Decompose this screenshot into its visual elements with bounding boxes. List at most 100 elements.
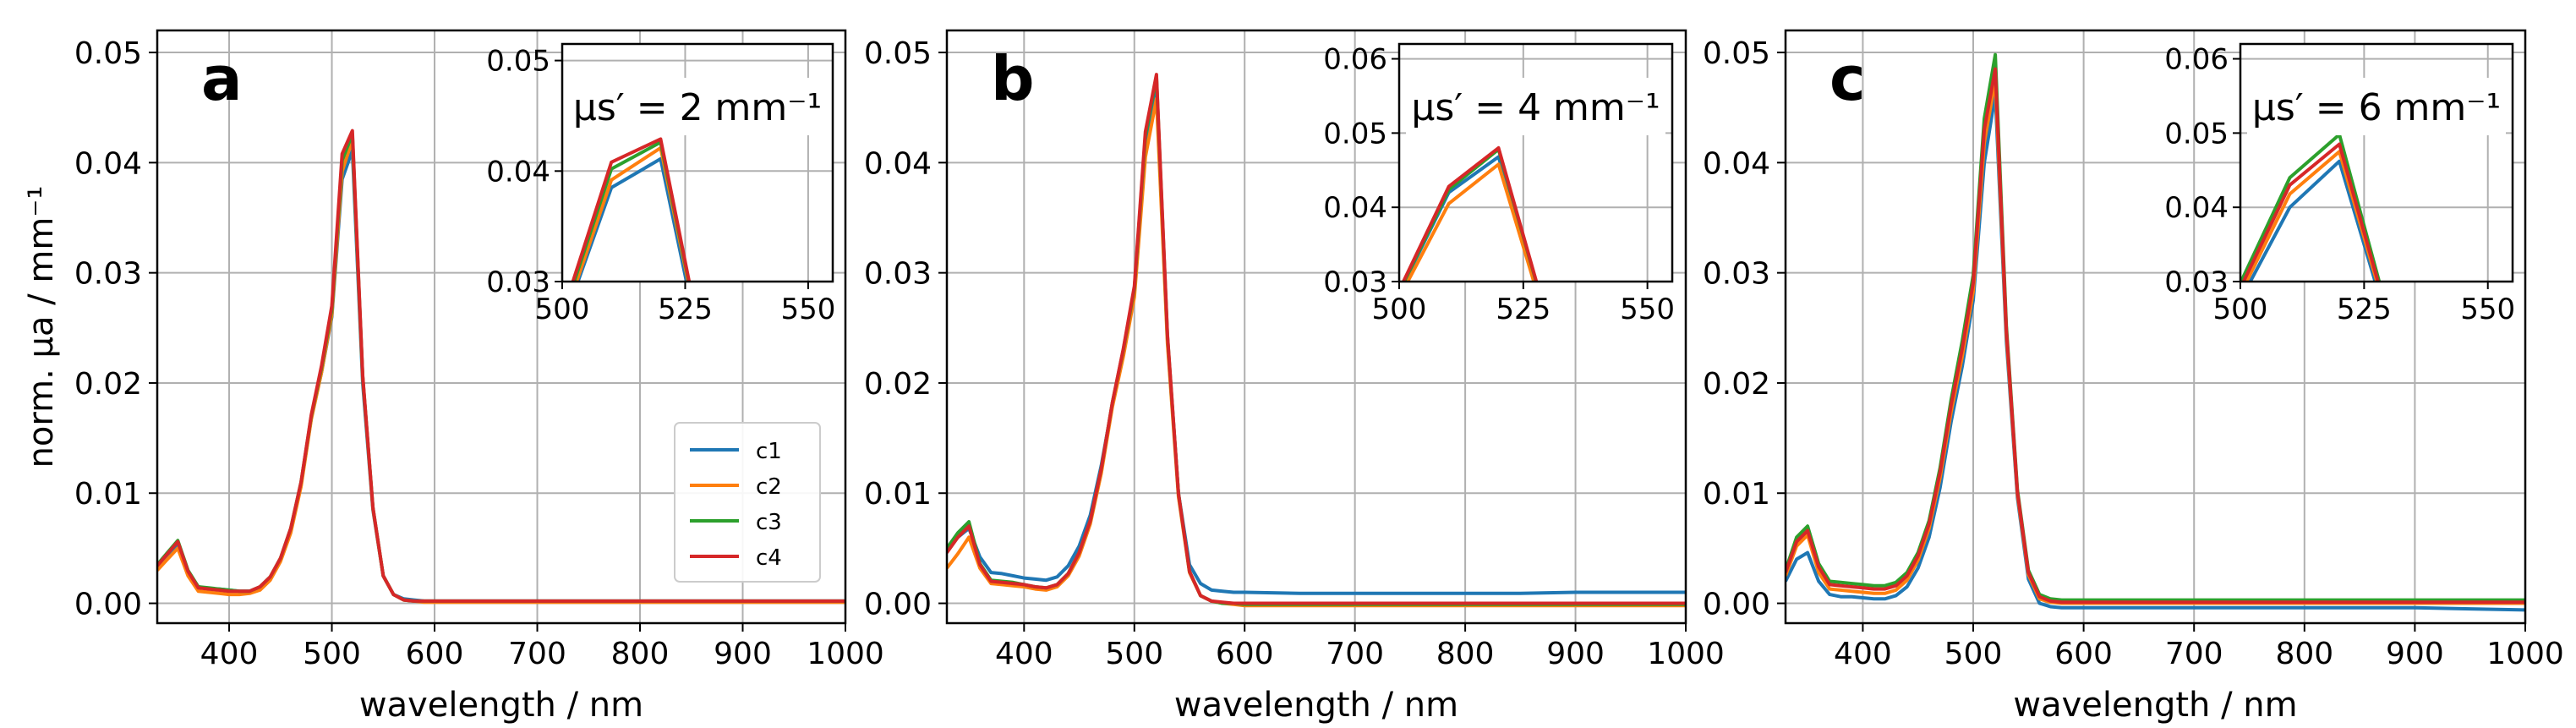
x-tick-label: 500	[1944, 637, 2003, 671]
inset-x-tick-label: 550	[2460, 293, 2515, 326]
y-tick-label: 0.04	[864, 146, 932, 181]
inset-y-tick-label: 0.06	[2164, 43, 2229, 77]
inset-series-line-c2	[574, 145, 690, 282]
inset-series-line-c3	[2240, 133, 2382, 282]
inset-series-line-c1	[2248, 159, 2377, 282]
panel-letter: a	[201, 43, 243, 114]
y-tick-label: 0.01	[74, 477, 142, 512]
legend-entry-c2: c2	[756, 474, 782, 500]
legend: c1 c2 c3 c4	[674, 422, 821, 583]
inset-y-tick-label: 0.05	[1323, 117, 1387, 151]
y-tick-label: 0.00	[864, 588, 932, 622]
x-tick-label: 800	[2275, 637, 2333, 671]
legend-entry-c4: c4	[756, 545, 782, 571]
inset-chart: 500 525 550 0.03 0.04 0.05 0.06 μs′ = 6 mm⁻¹	[2164, 42, 2515, 326]
inset-series-group	[571, 137, 692, 282]
legend-entry-c3: c3	[756, 510, 782, 535]
inset-y-tick-label: 0.03	[2164, 265, 2229, 299]
series-line-c4	[1786, 67, 2525, 605]
x-tick-label: 500	[303, 637, 361, 671]
y-tick-label: 0.05	[864, 36, 932, 71]
y-tick-label: 0.01	[1703, 477, 1770, 512]
inset-scattering-label: μs′ = 6 mm⁻¹	[2252, 86, 2501, 129]
inset-x-tick-label: 500	[1372, 293, 1427, 326]
x-tick-label: 400	[200, 637, 259, 671]
axes-frame	[945, 29, 1687, 625]
x-tick-label: 800	[611, 637, 670, 671]
inset-x-tick-label: 500	[2213, 293, 2268, 326]
inset-scattering-label: μs′ = 4 mm⁻¹	[1411, 86, 1660, 129]
y-tick-label: 0.03	[864, 257, 932, 292]
x-tick-label: 700	[508, 637, 566, 671]
y-tick-label: 0.05	[1703, 36, 1770, 71]
y-tick-label: 0.04	[1703, 146, 1770, 181]
inset-scattering-label: μs′ = 2 mm⁻¹	[573, 86, 822, 129]
inset-y-tick-label: 0.04	[1323, 191, 1387, 225]
inset-chart: 500 525 550 0.03 0.04 0.05 0.06 μs′ = 4 mm⁻¹	[1323, 42, 1675, 326]
inset-y-tick-label: 0.06	[1323, 43, 1387, 77]
inset-y-tick-label: 0.03	[486, 265, 550, 299]
series-line-c4	[947, 73, 1686, 605]
x-tick-label: 1000	[2486, 637, 2564, 671]
y-tick-label: 0.02	[864, 367, 932, 402]
y-axis-label: norm. μa / mm⁻¹	[22, 186, 61, 468]
legend-box	[674, 422, 821, 583]
inset-y-tick-label: 0.04	[2164, 191, 2229, 225]
y-tick-label: 0.00	[74, 588, 142, 622]
x-tick-label: 700	[1326, 637, 1384, 671]
inset-label-background	[1406, 78, 1665, 135]
y-tick-label: 0.05	[74, 36, 142, 71]
x-tick-label: 600	[406, 637, 464, 671]
panel-c: 400 500 600 700 800 900 1000 0.00 0.01 0.02 0.03 0.…	[1703, 29, 2564, 725]
axes-frame	[156, 29, 847, 625]
inset-y-tick-label: 0.04	[486, 155, 550, 189]
inset-series-line-c1	[576, 156, 689, 282]
y-tick-label: 0.01	[864, 477, 932, 512]
axes-frame	[1784, 29, 2527, 625]
inset-x-tick-label: 525	[658, 293, 713, 326]
y-tick-label: 0.02	[74, 367, 142, 402]
series-line-c4	[157, 129, 845, 603]
x-tick-label: 700	[2165, 637, 2223, 671]
panel-b: 400 500 600 700 800 900 1000 0.00 0.01 0.02 0.03 0.…	[864, 29, 1725, 725]
panel-letter: c	[1829, 43, 1866, 114]
panel-letter: b	[991, 43, 1035, 114]
series-group	[947, 73, 1686, 608]
inset-y-tick-label: 0.05	[2164, 117, 2229, 151]
inset-series-line-c2	[1405, 162, 1536, 282]
y-tick-label: 0.00	[1703, 588, 1770, 622]
inset-x-tick-label: 525	[2337, 293, 2392, 326]
x-tick-label: 600	[2054, 637, 2113, 671]
panel-a: 400 500 600 700 800 900 1000 0.00 0.01 0.02 0.03 0.…	[22, 29, 884, 725]
x-tick-label: 1000	[807, 637, 884, 671]
inset-series-group	[1401, 145, 1539, 282]
inset-x-tick-label: 550	[1620, 293, 1675, 326]
inset-frame	[2239, 42, 2514, 283]
x-axis-label: wavelength / nm	[2013, 686, 2297, 725]
x-tick-label: 900	[714, 637, 772, 671]
inset-series-group	[2240, 133, 2382, 282]
legend-entry-c1: c1	[756, 439, 782, 464]
series-group	[157, 129, 845, 605]
y-tick-label: 0.03	[1703, 257, 1770, 292]
x-tick-label: 400	[995, 637, 1053, 671]
x-tick-label: 900	[1546, 637, 1605, 671]
inset-series-line-c4	[1401, 145, 1539, 282]
inset-x-tick-label: 500	[535, 293, 590, 326]
x-tick-label: 500	[1105, 637, 1163, 671]
x-tick-label: 600	[1216, 637, 1274, 671]
inset-series-line-c2	[2245, 150, 2379, 282]
inset-y-tick-label: 0.03	[1323, 265, 1387, 299]
y-tick-label: 0.04	[74, 146, 142, 181]
inset-frame	[1397, 42, 1674, 283]
x-axis-label: wavelength / nm	[359, 686, 643, 725]
inset-series-line-c4	[2241, 142, 2380, 282]
inset-label-background	[569, 78, 826, 135]
inset-chart: 500 525 550 0.03 0.04 0.05 μs′ = 2 mm⁻¹	[486, 42, 835, 326]
inset-y-tick-label: 0.05	[486, 45, 550, 79]
y-tick-label: 0.02	[1703, 367, 1770, 402]
x-tick-label: 400	[1834, 637, 1892, 671]
x-axis-label: wavelength / nm	[1174, 686, 1458, 725]
inset-x-tick-label: 525	[1496, 293, 1551, 326]
